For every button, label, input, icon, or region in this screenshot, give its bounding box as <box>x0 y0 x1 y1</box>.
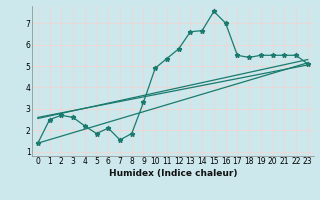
X-axis label: Humidex (Indice chaleur): Humidex (Indice chaleur) <box>108 169 237 178</box>
